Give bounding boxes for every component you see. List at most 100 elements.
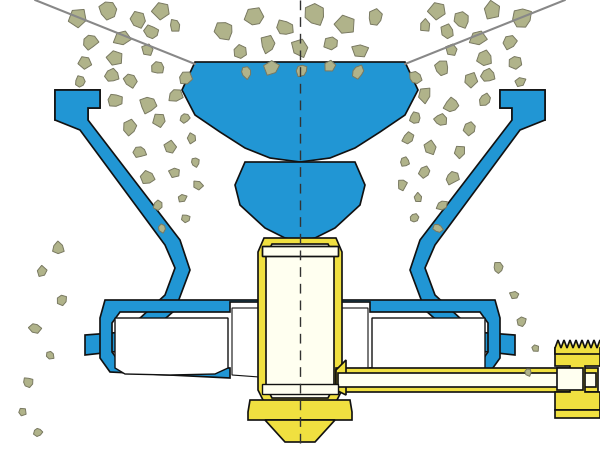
Polygon shape	[79, 57, 92, 69]
Polygon shape	[418, 166, 431, 178]
Polygon shape	[424, 142, 435, 155]
Polygon shape	[105, 70, 118, 81]
Polygon shape	[434, 113, 446, 125]
Polygon shape	[398, 180, 407, 191]
Polygon shape	[454, 12, 468, 28]
Bar	[262, 384, 338, 394]
Polygon shape	[525, 369, 530, 376]
Polygon shape	[306, 3, 326, 25]
Polygon shape	[532, 345, 539, 351]
Polygon shape	[235, 162, 365, 242]
Polygon shape	[152, 114, 165, 127]
Polygon shape	[434, 61, 448, 76]
Polygon shape	[509, 57, 521, 69]
Polygon shape	[259, 36, 274, 54]
Polygon shape	[325, 61, 335, 72]
Polygon shape	[484, 2, 500, 20]
Polygon shape	[115, 318, 228, 375]
Polygon shape	[46, 351, 54, 359]
Polygon shape	[410, 214, 419, 222]
Polygon shape	[278, 18, 293, 34]
Polygon shape	[324, 37, 337, 50]
Polygon shape	[191, 158, 200, 167]
Polygon shape	[555, 410, 600, 418]
Polygon shape	[187, 132, 199, 144]
Polygon shape	[500, 90, 545, 120]
Polygon shape	[479, 95, 491, 105]
Polygon shape	[248, 400, 352, 420]
Polygon shape	[34, 428, 43, 436]
Polygon shape	[513, 8, 530, 27]
Polygon shape	[182, 215, 190, 223]
Polygon shape	[141, 45, 154, 55]
Polygon shape	[443, 97, 459, 112]
Polygon shape	[336, 360, 346, 395]
Polygon shape	[18, 408, 26, 416]
Polygon shape	[263, 61, 280, 75]
Polygon shape	[29, 324, 39, 333]
Polygon shape	[170, 19, 179, 31]
Polygon shape	[124, 74, 137, 88]
Polygon shape	[442, 24, 454, 38]
Polygon shape	[242, 67, 251, 80]
Polygon shape	[106, 51, 122, 65]
Polygon shape	[234, 45, 247, 58]
Polygon shape	[464, 122, 476, 136]
Polygon shape	[232, 308, 368, 380]
Polygon shape	[130, 12, 144, 28]
Polygon shape	[167, 90, 183, 101]
Polygon shape	[37, 267, 47, 277]
Polygon shape	[555, 348, 600, 410]
Polygon shape	[158, 225, 166, 234]
Polygon shape	[435, 202, 446, 210]
Polygon shape	[557, 368, 583, 390]
Bar	[262, 246, 338, 256]
Polygon shape	[194, 181, 203, 190]
Polygon shape	[83, 35, 99, 50]
Polygon shape	[464, 72, 478, 88]
Polygon shape	[421, 19, 430, 31]
Polygon shape	[258, 238, 342, 402]
Polygon shape	[351, 42, 366, 57]
Polygon shape	[410, 71, 421, 84]
Polygon shape	[555, 340, 600, 354]
Polygon shape	[509, 292, 519, 299]
Polygon shape	[169, 168, 179, 178]
Polygon shape	[336, 368, 598, 392]
Polygon shape	[370, 10, 383, 25]
Polygon shape	[296, 65, 307, 77]
Polygon shape	[182, 62, 418, 162]
Polygon shape	[290, 40, 308, 58]
Polygon shape	[433, 223, 443, 233]
Polygon shape	[133, 146, 146, 157]
Polygon shape	[107, 94, 122, 106]
Polygon shape	[503, 36, 517, 50]
Polygon shape	[55, 90, 190, 355]
Polygon shape	[266, 244, 334, 398]
Polygon shape	[214, 22, 232, 40]
Polygon shape	[24, 377, 32, 387]
Polygon shape	[476, 50, 491, 66]
Bar	[262, 246, 338, 256]
Polygon shape	[154, 201, 164, 211]
Polygon shape	[418, 87, 433, 103]
Polygon shape	[494, 262, 503, 274]
Polygon shape	[163, 141, 177, 153]
Polygon shape	[401, 134, 413, 144]
Polygon shape	[100, 300, 500, 378]
Polygon shape	[180, 114, 189, 122]
Polygon shape	[153, 2, 169, 20]
Polygon shape	[446, 173, 460, 184]
Polygon shape	[335, 15, 353, 34]
Polygon shape	[55, 90, 100, 120]
Polygon shape	[410, 90, 545, 355]
Polygon shape	[469, 31, 487, 45]
Polygon shape	[100, 2, 116, 20]
Polygon shape	[145, 24, 157, 39]
Polygon shape	[68, 9, 88, 27]
Polygon shape	[265, 420, 335, 442]
Polygon shape	[140, 171, 155, 184]
Polygon shape	[179, 72, 193, 84]
Polygon shape	[57, 294, 67, 306]
Polygon shape	[446, 44, 457, 55]
